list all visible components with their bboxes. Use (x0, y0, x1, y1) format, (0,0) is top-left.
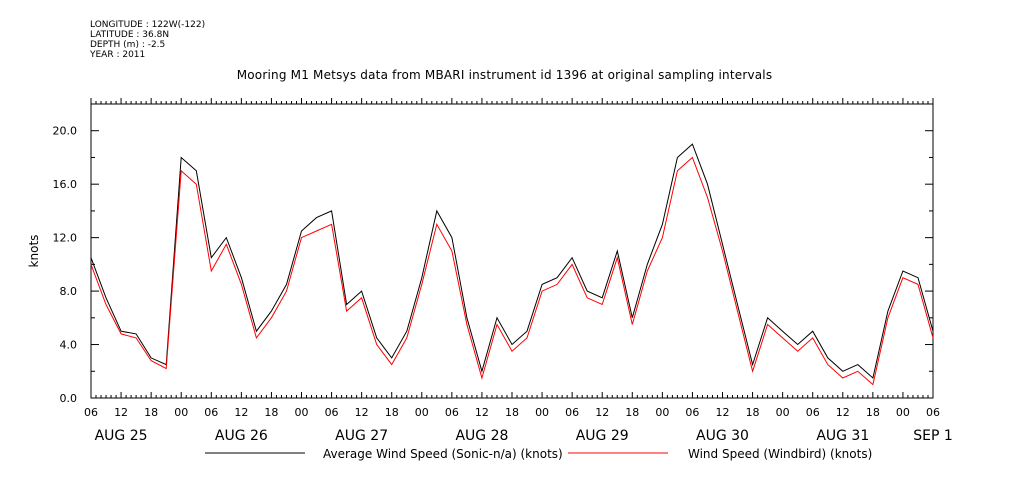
x-hour-tick-label: 12 (836, 406, 850, 419)
longitude-label: LONGITUDE : 122W(-122) (90, 20, 206, 30)
x-day-label: AUG 30 (696, 428, 749, 444)
x-hour-tick-label: 00 (535, 406, 549, 419)
x-hour-tick-label: 06 (806, 406, 820, 419)
y-tick-label: 0.0 (60, 392, 78, 405)
latitude-label: LATITUDE : 36.8N (90, 30, 170, 40)
x-day-label: AUG 26 (215, 428, 268, 444)
legend-label-sonic: Average Wind Speed (Sonic-n/a) (knots) (323, 447, 563, 461)
x-hour-tick-label: 18 (385, 406, 399, 419)
y-axis: 0.0 4.0 8.0 12.0 16.0 20.0 (53, 103, 933, 405)
x-hour-tick-label: 18 (746, 406, 760, 419)
x-hour-tick-label: 18 (264, 406, 278, 419)
y-tick-label: 8.0 (60, 285, 78, 298)
x-hour-tick-label: 00 (415, 406, 429, 419)
x-hour-tick-label: 00 (174, 406, 188, 419)
legend-label-windbird: Wind Speed (Windbird) (knots) (688, 447, 872, 461)
x-hour-tick-label: 06 (926, 406, 940, 419)
x-hour-tick-label: 00 (655, 406, 669, 419)
y-tick-label: 16.0 (53, 178, 78, 191)
x-hour-tick-label: 06 (685, 406, 699, 419)
x-hour-tick-label: 06 (204, 406, 218, 419)
x-hour-tick-label: 18 (505, 406, 519, 419)
x-day-label: SEP 1 (913, 428, 953, 444)
y-tick-label: 4.0 (60, 339, 78, 352)
minor-ticks (90, 98, 934, 398)
series-line-windbird (90, 156, 934, 386)
x-day-label: AUG 31 (816, 428, 869, 444)
x-hour-tick-label: 00 (896, 406, 910, 419)
x-day-label: AUG 29 (576, 428, 629, 444)
year-label: YEAR : 2011 (90, 50, 146, 60)
x-hour-tick-label: 06 (565, 406, 579, 419)
x-day-label: AUG 25 (95, 428, 148, 444)
x-day-label: AUG 28 (455, 428, 508, 444)
x-hour-tick-label: 18 (144, 406, 158, 419)
y-tick-label: 20.0 (53, 125, 78, 138)
x-hour-tick-label: 12 (234, 406, 248, 419)
series-line-sonic (90, 143, 934, 379)
x-hour-tick-label: 12 (475, 406, 489, 419)
metadata-block: LONGITUDE : 122W(-122) LATITUDE : 36.8N … (90, 20, 205, 60)
chart-title: Mooring M1 Metsys data from MBARI instru… (236, 68, 773, 82)
y-axis-label: knots (27, 235, 41, 268)
x-day-label: AUG 27 (335, 428, 388, 444)
x-hour-tick-label: 12 (595, 406, 609, 419)
x-hour-tick-label: 00 (776, 406, 790, 419)
x-axis: 06 12 18 00 06 12 18 00 06 12 18 00 06 12 18 00 06 12 18 00… (84, 406, 953, 444)
y-tick-label: 12.0 (53, 232, 78, 245)
series-layer (90, 143, 934, 386)
x-hour-tick-label: 06 (445, 406, 459, 419)
plot-frame (90, 103, 934, 399)
x-hour-tick-label: 00 (295, 406, 309, 419)
x-hour-tick-label: 18 (866, 406, 880, 419)
depth-label: DEPTH (m) : -2.5 (90, 40, 166, 50)
legend: Average Wind Speed (Sonic-n/a) (knots) W… (205, 447, 872, 461)
x-hour-tick-label: 12 (716, 406, 730, 419)
x-hour-tick-label: 06 (84, 406, 98, 419)
x-hour-tick-label: 12 (355, 406, 369, 419)
x-hour-tick-label: 06 (325, 406, 339, 419)
x-hour-tick-label: 18 (625, 406, 639, 419)
x-hour-tick-label: 12 (114, 406, 128, 419)
